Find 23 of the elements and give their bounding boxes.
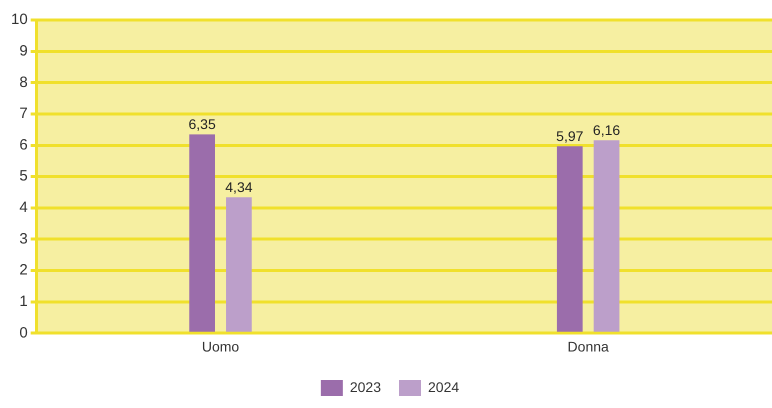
y-tick-label: 0: [19, 324, 28, 342]
y-tick-label: 6: [19, 136, 28, 154]
y-tick-label: 1: [19, 293, 28, 310]
y-tick-label: 4: [19, 199, 28, 216]
bar: [226, 197, 252, 332]
bar: [189, 134, 215, 332]
data-label: 6,35: [188, 116, 216, 132]
y-tick-label: 2: [19, 262, 28, 279]
data-label: 5,97: [556, 128, 584, 144]
y-tick-label: 3: [19, 230, 28, 248]
x-tick-label: Donna: [568, 338, 610, 354]
x-tick-label: Uomo: [202, 338, 240, 354]
y-tick-label: 10: [10, 11, 28, 28]
y-tick-label: 5: [19, 168, 28, 185]
y-tick-label: 9: [19, 42, 28, 60]
data-label: 4,34: [225, 179, 253, 196]
bar: [556, 146, 583, 332]
legend-label: 2023: [350, 378, 382, 395]
y-tick-label: 7: [19, 105, 28, 122]
y-tick-label: 8: [19, 74, 28, 91]
legend-label: 2024: [428, 378, 460, 395]
data-label: 6,16: [592, 122, 620, 138]
bar: [594, 140, 620, 332]
